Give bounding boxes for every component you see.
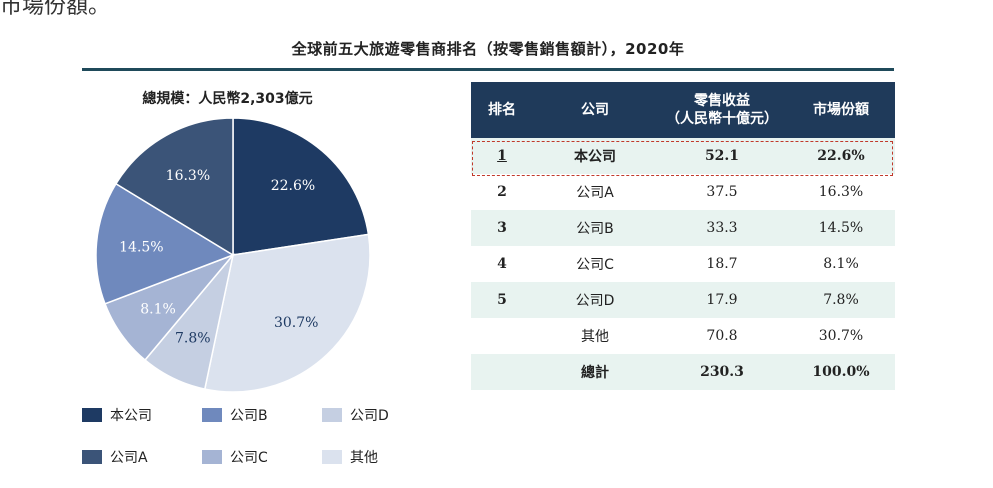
company-cell: 總計 <box>533 354 657 390</box>
table-header-row: 排名 公司 零售收益 （人民幣十億元） 市場份額 <box>471 82 895 138</box>
legend-item-5: 其他 <box>322 447 378 467</box>
chart-title: 全球前五大旅遊零售商排名（按零售銷售額計），2020年 <box>291 40 685 58</box>
legend-label: 其他 <box>350 450 378 466</box>
pie-slice-label-3: 8.1% <box>140 301 176 317</box>
company-cell: 其他 <box>581 329 609 345</box>
legend-item-0: 本公司 <box>82 405 152 425</box>
revenue-cell: 52.1 <box>657 138 787 174</box>
share-cell: 8.1% <box>823 256 859 272</box>
revenue-cell: 37.5 <box>706 184 738 200</box>
company-cell: 公司D <box>533 282 657 318</box>
company-cell: 公司B <box>533 210 657 246</box>
company-cell: 公司A <box>576 185 614 201</box>
pie-slice-0 <box>232 117 370 256</box>
ranking-table: 排名 公司 零售收益 （人民幣十億元） 市場份額 1 本公司 52.1 22.6% 2 公… <box>471 82 895 390</box>
share-cell: 14.5% <box>787 210 895 246</box>
table-row: 總計 230.3 100.0% <box>471 354 895 390</box>
table-row: 3 公司B 33.3 14.5% <box>471 210 895 246</box>
legend-swatch <box>202 450 222 464</box>
pie-slice-label-0: 22.6% <box>271 178 315 194</box>
legend-swatch <box>202 408 222 422</box>
rank-cell: 4 <box>497 256 507 272</box>
table-row: 2 公司A 37.5 16.3% <box>471 174 895 210</box>
header-revenue: 零售收益 （人民幣十億元） <box>657 82 787 138</box>
pie-slice-1 <box>203 233 371 393</box>
legend-swatch <box>322 408 342 422</box>
table-row: 5 公司D 17.9 7.8% <box>471 282 895 318</box>
legend-item-3: 公司A <box>82 447 148 467</box>
pie-slice-label-5: 16.3% <box>166 168 210 184</box>
share-cell: 22.6% <box>787 138 895 174</box>
header-share: 市場份額 <box>787 82 895 138</box>
title-divider <box>82 68 894 71</box>
rank-cell: 2 <box>497 184 507 200</box>
share-cell: 100.0% <box>787 354 895 390</box>
share-cell: 16.3% <box>818 184 864 200</box>
rank-cell: 3 <box>471 210 533 246</box>
pie-labels: 22.6% 30.7% 7.8% 8.1% 14.5% 16.3% <box>119 168 318 347</box>
company-cell: 公司C <box>576 257 614 273</box>
page-top-text: 市場份額。 <box>0 0 111 19</box>
revenue-cell: 70.8 <box>706 328 738 344</box>
rank-cell <box>471 318 533 354</box>
legend-swatch <box>82 408 102 422</box>
pie-slice-label-1: 30.7% <box>274 315 318 331</box>
legend-swatch <box>82 450 102 464</box>
revenue-cell: 33.3 <box>657 210 787 246</box>
legend-label: 公司A <box>110 450 148 466</box>
revenue-cell: 17.9 <box>657 282 787 318</box>
legend-label: 本公司 <box>110 408 152 424</box>
header-rank: 排名 <box>471 82 533 138</box>
legend-item-4: 公司C <box>202 447 268 467</box>
pie-slice-label-4: 14.5% <box>119 240 163 256</box>
table-row: 4 公司C 18.7 8.1% <box>471 246 895 282</box>
legend-label: 公司B <box>230 408 268 424</box>
legend-item-2: 公司D <box>322 405 389 425</box>
revenue-cell: 230.3 <box>657 354 787 390</box>
table-row: 1 本公司 52.1 22.6% <box>471 138 895 174</box>
table-row: 其他 70.8 30.7% <box>471 318 895 354</box>
pie-slice-5 <box>114 117 234 257</box>
legend-swatch <box>322 450 342 464</box>
pie-total-caption: 總規模：人民幣2,303億元 <box>142 91 313 107</box>
share-cell: 30.7% <box>818 328 864 344</box>
legend-item-1: 公司B <box>202 405 268 425</box>
pie-slice-label-2: 7.8% <box>175 331 211 347</box>
header-company: 公司 <box>533 82 657 138</box>
company-cell: 本公司 <box>533 138 657 174</box>
share-cell: 7.8% <box>787 282 895 318</box>
pie-slice-4 <box>95 182 235 305</box>
rank-cell: 5 <box>471 282 533 318</box>
legend-label: 公司D <box>350 408 389 424</box>
revenue-cell: 18.7 <box>706 256 738 272</box>
rank-cell <box>471 354 533 390</box>
legend-label: 公司C <box>230 450 268 466</box>
rank-cell: 1 <box>471 138 533 174</box>
pie-slices <box>95 117 371 393</box>
